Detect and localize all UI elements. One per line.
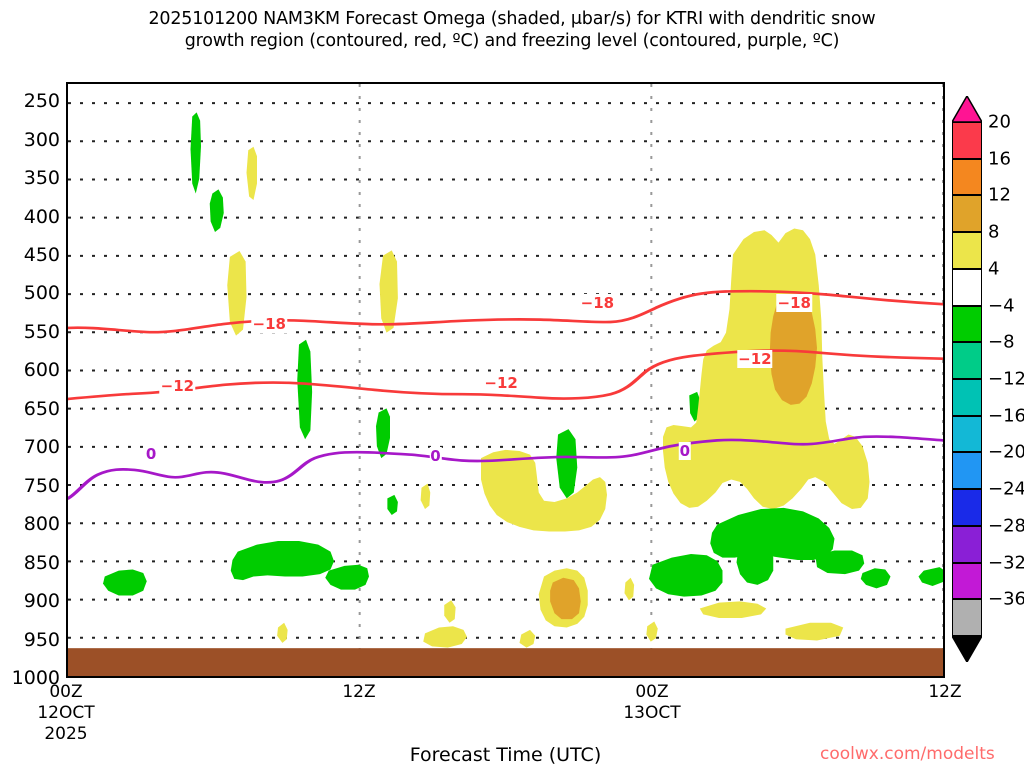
y-tick-750: 750 — [23, 474, 60, 497]
contour-label-red-4: −18 — [776, 294, 812, 313]
omega-ascent-lowlevel-band — [103, 507, 943, 597]
colorbar: 20 16 12 8 4 −4 −8 −12 −16 −20 −24 −28 −32 −36 — [950, 94, 1024, 664]
contour-label-red-1: −12 — [159, 376, 196, 395]
y-tick-1000: 1000 — [11, 667, 60, 689]
colorbar-tick-12: −32 — [988, 552, 1024, 574]
contour-label-red-5: −12 — [737, 350, 773, 369]
contour-minus18 — [68, 289, 943, 334]
colorbar-tick-9: −20 — [988, 441, 1024, 463]
contour-label-red-3: −12 — [483, 373, 519, 392]
colorbar-segment-5 — [952, 268, 982, 306]
colorbar-segment-6 — [952, 305, 982, 343]
y-tick-450: 450 — [23, 244, 60, 267]
y-tick-600: 600 — [23, 359, 60, 382]
y-tick-650: 650 — [23, 397, 60, 420]
colorbar-tick-8: −16 — [988, 405, 1024, 427]
page-title: 2025101200 NAM3KM Forecast Omega (shaded… — [0, 8, 1024, 52]
colorbar-segment-10 — [952, 452, 982, 490]
y-tick-400: 400 — [23, 205, 60, 228]
colorbar-segment-2 — [952, 158, 982, 196]
colorbar-segment-7 — [952, 342, 982, 379]
colorbar-tick-0: 20 — [988, 111, 1011, 133]
colorbar-segment-13 — [952, 562, 982, 600]
y-tick-800: 800 — [23, 513, 60, 536]
contour-label-red-2: −18 — [579, 294, 616, 313]
title-line-1: 2025101200 NAM3KM Forecast Omega (shaded… — [148, 9, 876, 29]
contour-label-purple-7: 0 — [429, 446, 442, 465]
colorbar-tick-4: 4 — [988, 258, 1000, 280]
y-tick-350: 350 — [23, 167, 60, 190]
colorbar-tick-5: −4 — [988, 295, 1015, 317]
omega-descent-speckles — [277, 577, 844, 648]
colorbar-segment-9 — [952, 415, 982, 453]
y-tick-550: 550 — [23, 320, 60, 343]
contour-label-purple-8: 0 — [678, 442, 692, 461]
y-tick-250: 250 — [23, 90, 60, 113]
colorbar-segment-14 — [952, 599, 982, 636]
x-tick-year: 2025 — [44, 724, 88, 744]
x-tick-time: 00Z — [635, 682, 669, 702]
x-axis-ticks: 00Z12OCT202512Z00Z13OCT12Z00Z14OCT12Z — [37, 682, 961, 768]
x-tick-time: 12Z — [342, 682, 376, 702]
x-tick-2: 00Z 13OCT — [623, 682, 680, 724]
x-tick-time: 00Z — [49, 682, 83, 702]
contour-freezing-level — [68, 435, 943, 500]
colorbar-tick-6: −8 — [988, 331, 1015, 353]
x-tick-date: 12OCT — [37, 703, 95, 723]
colorbar-segment-4 — [952, 232, 982, 269]
colorbar-segment-11 — [952, 489, 982, 526]
gridlines — [68, 84, 943, 676]
watermark: coolwx.com/modelts — [820, 744, 995, 764]
omega-shaded-field — [103, 112, 943, 648]
colorbar-tick-3: 8 — [988, 221, 1000, 243]
colorbar-segment-3 — [952, 195, 982, 233]
colorbar-over-arrow — [950, 94, 984, 123]
y-tick-950: 950 — [23, 628, 60, 651]
x-tick-0: 00Z 12OCT 2025 — [37, 682, 94, 745]
colorbar-segment-1 — [952, 122, 982, 159]
contour-label-purple-6: 0 — [144, 445, 158, 463]
colorbar-tick-7: −12 — [988, 368, 1024, 390]
title-line-2: growth region (contoured, red, ºC) and f… — [184, 31, 840, 51]
terrain-band — [68, 648, 943, 676]
x-tick-1: 12Z — [342, 682, 375, 703]
omega-ascent-cells — [190, 112, 701, 515]
omega-descent-midlevel — [481, 449, 607, 532]
x-tick-3: 12Z — [928, 682, 961, 703]
y-tick-900: 900 — [23, 590, 60, 613]
colorbar-tick-11: −28 — [988, 515, 1024, 537]
plot-area: −18 −12 −18 −12 −18 −12 0 0 0 — [66, 82, 945, 678]
y-tick-850: 850 — [23, 551, 60, 574]
colorbar-tick-13: −36 — [988, 588, 1024, 610]
y-tick-300: 300 — [23, 128, 60, 151]
colorbar-segment-8 — [952, 379, 982, 416]
colorbar-under-arrow — [950, 635, 984, 664]
y-axis-ticks: 250 300 350 400 450 500 550 600 650 700 750 800 850 9… — [0, 82, 64, 689]
contour-label-red-0: −18 — [251, 314, 287, 333]
y-tick-500: 500 — [23, 282, 60, 305]
omega-descent-main-column — [663, 228, 870, 510]
omega-descent-lowlevel-cell — [538, 568, 588, 628]
colorbar-tick-1: 16 — [988, 148, 1011, 170]
x-tick-date: 13OCT — [623, 703, 681, 723]
colorbar-tick-10: −24 — [988, 478, 1024, 500]
x-axis-title: Forecast Time (UTC) — [409, 744, 602, 766]
colorbar-segment-12 — [952, 525, 982, 563]
colorbar-tick-2: 12 — [988, 184, 1011, 206]
y-tick-700: 700 — [23, 436, 60, 459]
x-tick-time: 12Z — [928, 682, 962, 702]
omega-descent-cells-small — [227, 146, 431, 510]
